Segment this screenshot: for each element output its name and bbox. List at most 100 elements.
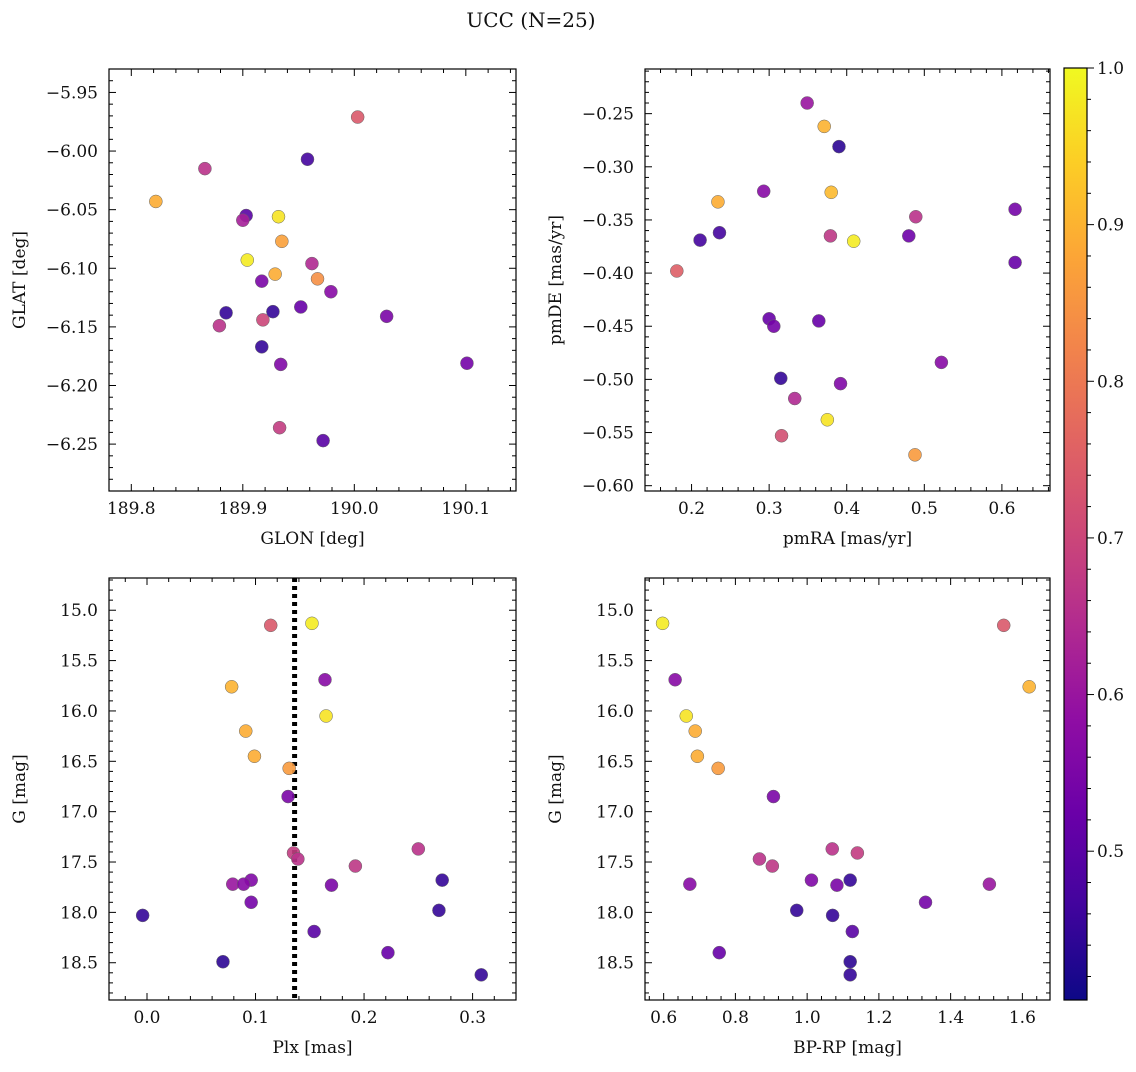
scatter-point — [135, 908, 150, 923]
axes-frame — [644, 577, 1051, 1001]
scatter-point — [996, 618, 1011, 633]
scatter-point — [236, 213, 250, 227]
scatter-point — [711, 761, 725, 776]
x-tick-label: 0.4 — [833, 499, 860, 519]
scatter-point — [683, 877, 697, 891]
x-axis-label: BP-RP [mag] — [793, 1038, 902, 1058]
scatter-point — [712, 225, 727, 240]
colorbar-gradient — [1064, 68, 1087, 1000]
scatter-point — [711, 195, 725, 209]
scatter-point — [263, 618, 278, 633]
scatter-point — [348, 859, 363, 873]
scatter-point — [460, 356, 474, 370]
scatter-point — [216, 954, 230, 969]
scatter-point — [268, 267, 282, 281]
x-tick-label: 0.6 — [650, 1008, 677, 1028]
y-tick-label: −0.25 — [582, 105, 634, 125]
y-tick-label: 18.0 — [596, 903, 634, 923]
scatter-point — [825, 842, 840, 856]
x-tick-label: 1.4 — [937, 1008, 964, 1028]
x-tick-label: 0.3 — [756, 499, 783, 519]
scatter-point — [823, 229, 838, 243]
scatter-point — [982, 877, 997, 891]
scatter-point — [774, 428, 789, 443]
x-axis-label: GLON [deg] — [260, 529, 364, 549]
x-tick-label: 0.2 — [678, 499, 705, 519]
scatter-point — [319, 709, 333, 723]
y-tick-label: 18.0 — [60, 903, 98, 923]
scatter-point — [1008, 202, 1022, 217]
scatter-point — [909, 210, 923, 224]
y-axis-label: G [mag] — [10, 754, 30, 823]
scatter-point — [255, 274, 269, 288]
figure-title: UCC (N=25) — [466, 8, 595, 32]
scatter-point — [240, 253, 255, 267]
scatter-point — [310, 272, 325, 286]
scatter-point — [825, 908, 840, 923]
scatter-point — [766, 789, 781, 804]
scatter-point — [756, 184, 771, 198]
y-tick-label: −6.15 — [46, 318, 98, 338]
scatter-point — [774, 371, 788, 386]
scatter-point — [767, 319, 781, 333]
x-tick-label: 189.8 — [107, 499, 156, 519]
scatter-point — [247, 749, 262, 764]
scatter-point — [474, 968, 489, 982]
scatter-point — [1008, 255, 1022, 270]
x-tick-label: 190.0 — [330, 499, 379, 519]
scatter-point — [244, 895, 258, 910]
scatter-point — [850, 846, 865, 860]
x-tick-label: 1.6 — [1009, 1008, 1036, 1028]
x-tick-label: 0.8 — [722, 1008, 749, 1028]
y-tick-label: −0.60 — [582, 477, 634, 497]
y-tick-label: −6.25 — [46, 435, 98, 455]
scatter-point — [255, 340, 269, 354]
scatter-point — [300, 152, 315, 167]
y-tick-label: 16.0 — [596, 702, 634, 722]
scatter-point — [789, 903, 804, 918]
scatter-point — [281, 789, 295, 804]
x-axis-label: Plx [mas] — [272, 1038, 352, 1058]
x-tick-label: 1.0 — [794, 1008, 821, 1028]
colorbar-tick-label: 0.9 — [1097, 216, 1124, 236]
colorbar-tick-label: 0.8 — [1097, 372, 1124, 392]
y-axis-label: G [mag] — [546, 754, 566, 823]
y-tick-label: −0.40 — [582, 264, 634, 284]
y-tick-label: 15.5 — [60, 652, 98, 672]
scatter-point — [411, 842, 426, 856]
scatter-point — [305, 616, 319, 631]
scatter-point — [266, 304, 280, 319]
y-tick-label: −0.55 — [582, 424, 634, 444]
scatter-point — [690, 749, 705, 764]
y-axis-label: pmDE [mas/yr] — [546, 215, 566, 345]
scatter-point — [824, 185, 838, 200]
scatter-point — [294, 300, 308, 314]
y-tick-label: 17.0 — [596, 803, 634, 823]
scatter-point — [256, 313, 270, 327]
scatter-point — [273, 357, 288, 372]
axes-frame — [644, 68, 1051, 492]
y-tick-label: −6.10 — [46, 259, 98, 279]
scatter-point — [833, 376, 848, 391]
scatter-point — [224, 680, 239, 694]
y-tick-label: −0.50 — [582, 370, 634, 390]
scatter-point — [1022, 680, 1036, 694]
scatter-point — [918, 895, 933, 910]
y-tick-label: −0.30 — [582, 158, 634, 178]
scatter-point — [324, 284, 338, 299]
y-axis-label: GLAT [deg] — [10, 231, 30, 329]
colorbar-tick-label: 0.5 — [1097, 842, 1124, 862]
scatter-point — [219, 306, 233, 320]
scatter-point — [679, 709, 694, 723]
scatter-point — [843, 873, 857, 887]
scatter-point — [817, 119, 831, 134]
scatter-point — [324, 878, 339, 892]
scatter-point — [291, 852, 305, 866]
scatter-point — [316, 433, 330, 448]
scatter-point — [843, 954, 857, 969]
colorbar-tick-label: 0.6 — [1097, 686, 1124, 706]
scatter-point — [908, 448, 922, 462]
panels: 189.8 189.9 190.0 190.1 −6.25 −6.20 −6.15 −6.10… — [10, 68, 1051, 1058]
